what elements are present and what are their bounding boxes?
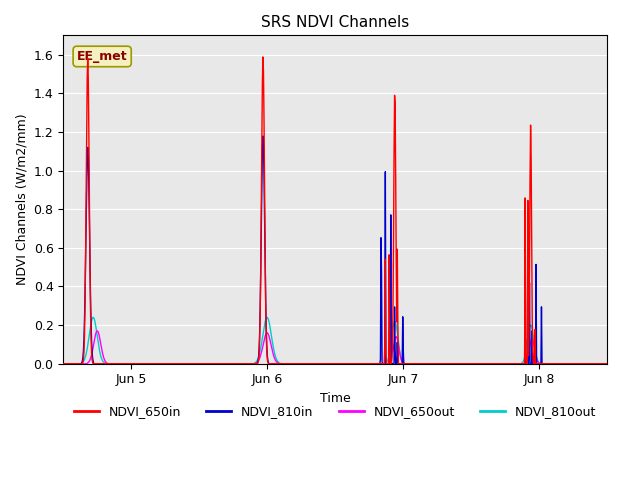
Text: EE_met: EE_met: [77, 50, 127, 63]
Legend: NDVI_650in, NDVI_810in, NDVI_650out, NDVI_810out: NDVI_650in, NDVI_810in, NDVI_650out, NDV…: [68, 400, 601, 423]
X-axis label: Time: Time: [319, 392, 350, 405]
Title: SRS NDVI Channels: SRS NDVI Channels: [261, 15, 409, 30]
Y-axis label: NDVI Channels (W/m2/mm): NDVI Channels (W/m2/mm): [15, 114, 28, 285]
